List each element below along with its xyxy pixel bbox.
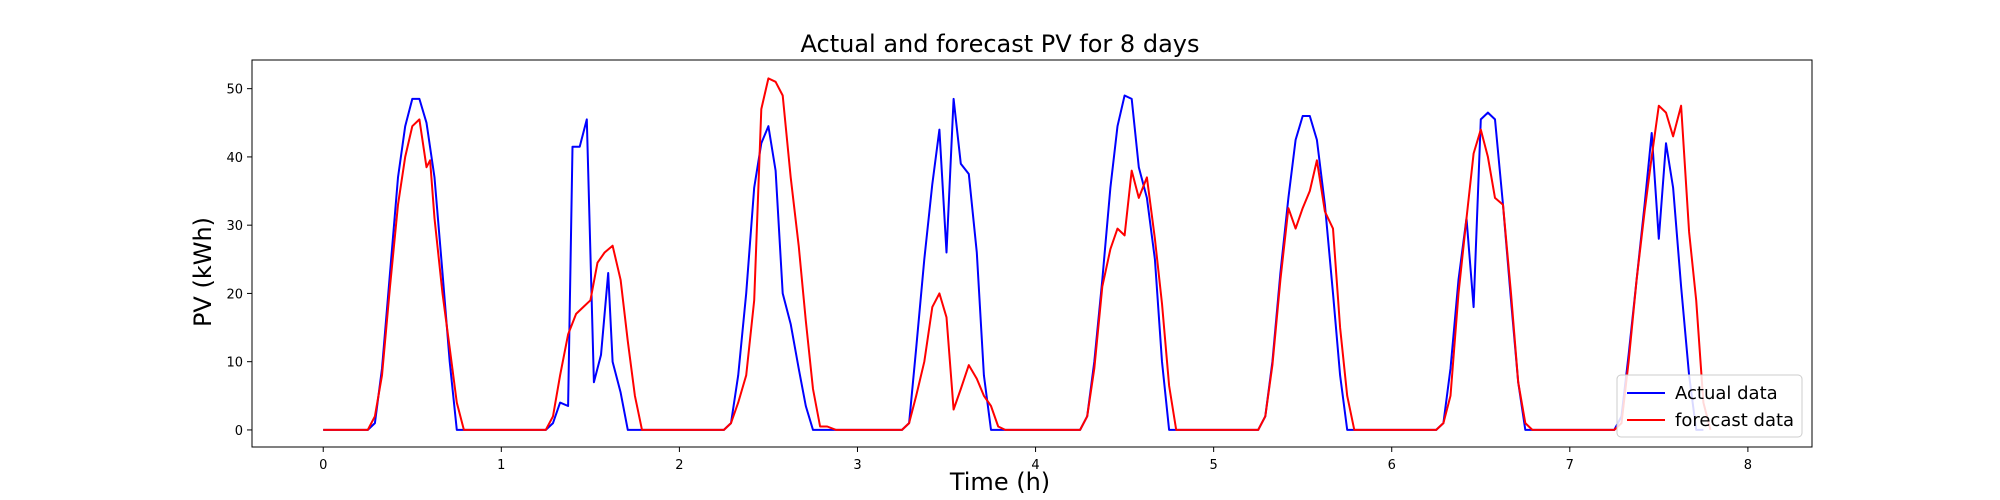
x-tick-label: 3 <box>853 458 861 473</box>
plot-area <box>323 77 1712 431</box>
x-axis-label: Time (h) <box>949 468 1050 496</box>
y-axis-label: PV (kWh) <box>189 217 217 327</box>
legend-label-actual: Actual data <box>1675 383 1778 404</box>
x-tick-label: 0 <box>319 458 327 473</box>
x-tick-label: 2 <box>675 458 683 473</box>
legend: Actual data forecast data <box>1616 374 1803 438</box>
y-tick-label: 20 <box>226 287 243 302</box>
legend-label-forecast: forecast data <box>1675 410 1794 431</box>
y-tick-label: 30 <box>226 219 243 234</box>
chart-title: Actual and forecast PV for 8 days <box>801 30 1200 58</box>
x-tick-label: 6 <box>1388 458 1396 473</box>
x-tick-label: 1 <box>497 458 505 473</box>
y-tick-label: 50 <box>226 83 243 98</box>
y-tick-label: 0 <box>235 424 243 439</box>
x-tick-label: 8 <box>1744 458 1752 473</box>
y-tick-label: 10 <box>226 356 243 371</box>
x-tick-label: 7 <box>1566 458 1574 473</box>
y-tick-label: 40 <box>226 151 243 166</box>
axes-frame <box>251 59 1813 448</box>
legend-box <box>1616 374 1803 438</box>
x-tick-label: 4 <box>1031 458 1039 473</box>
axes: 0 1 2 3 4 5 6 7 8 0 10 20 30 40 50 <box>226 59 1813 473</box>
series-line-forecast <box>323 77 1712 431</box>
x-tick-label: 5 <box>1210 458 1218 473</box>
